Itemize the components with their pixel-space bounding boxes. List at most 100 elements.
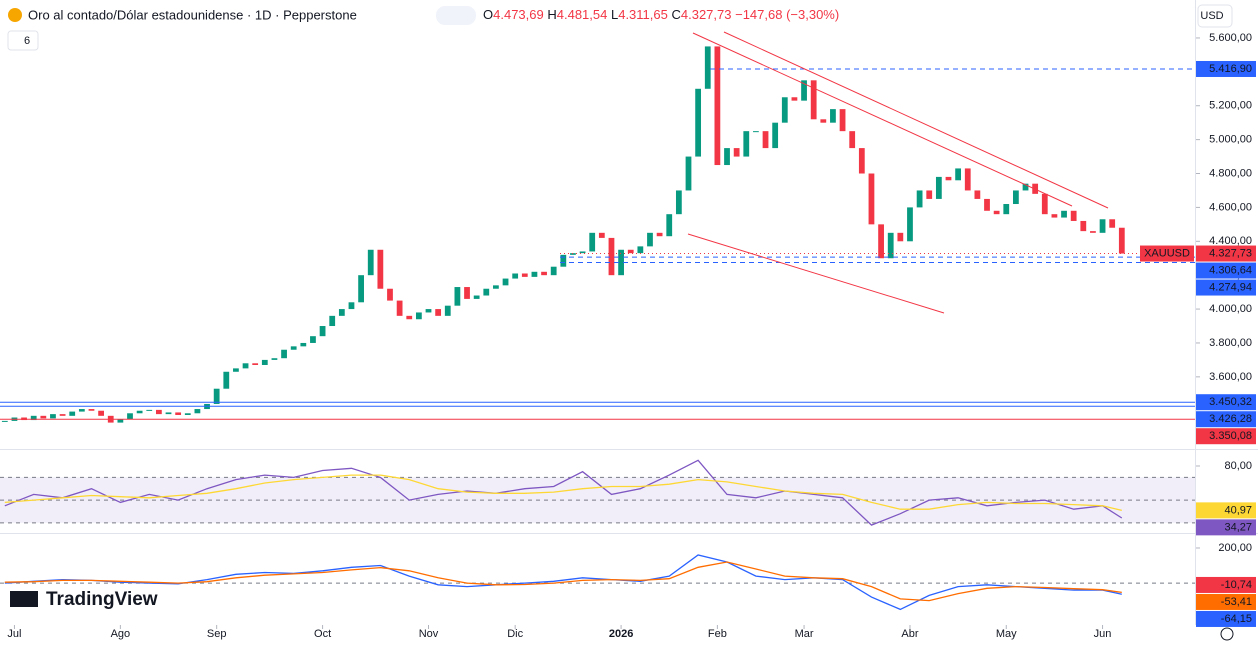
candle (213, 388, 220, 404)
y-tick-label: 4.000,00 (1209, 303, 1252, 315)
candle (733, 148, 740, 157)
candle (974, 190, 981, 199)
x-tick-label: 2026 (609, 628, 633, 640)
x-tick-label: May (996, 628, 1017, 640)
candle (762, 131, 769, 149)
ohlc-key: H (547, 7, 556, 22)
candle (30, 415, 37, 421)
candle (387, 288, 393, 301)
candle (194, 409, 201, 414)
candle (993, 210, 1000, 215)
candle (878, 224, 884, 259)
price-level-label: 4.306,64 (1209, 264, 1252, 276)
candle (810, 80, 817, 120)
candle (830, 109, 836, 123)
indicator-line (4, 474, 1122, 512)
price-level-label-bg (1196, 411, 1256, 428)
candle (300, 342, 307, 347)
candle (984, 198, 990, 211)
y-tick-label: 3.800,00 (1209, 337, 1252, 349)
candle (40, 415, 47, 419)
candle (512, 273, 519, 279)
candle (223, 371, 230, 389)
candle (406, 315, 413, 320)
candle (444, 305, 451, 316)
y-tick-label: 4.600,00 (1209, 201, 1252, 213)
indicator-value-label-bg (1196, 593, 1256, 610)
candle (348, 302, 355, 310)
settings[interactable] (1220, 627, 1234, 641)
candle (541, 271, 547, 276)
candle (252, 363, 259, 365)
candle (579, 251, 586, 254)
candle (743, 131, 750, 157)
indicator-line (4, 561, 1122, 602)
candle (454, 287, 461, 306)
indicator-value-label: 40,97 (1224, 504, 1252, 516)
ohlc-key: L (611, 7, 618, 22)
candle (858, 148, 865, 174)
ohlc: O4.473,69 H4.481,54 L4.311,65 C4.327,73 … (483, 7, 839, 22)
y-tick-label: 200,00 (1218, 542, 1252, 554)
x-tick-label: Sep (207, 628, 227, 640)
candle (136, 410, 143, 414)
candle (531, 271, 538, 277)
candle (1090, 231, 1096, 233)
y-tick-label: 80,00 (1224, 460, 1252, 472)
candle (310, 336, 316, 343)
candle (261, 359, 268, 365)
y-tick-label: 4.400,00 (1209, 235, 1252, 247)
candle (753, 131, 759, 133)
x-tick-label: Oct (314, 628, 331, 640)
candle (897, 232, 904, 242)
candle (242, 363, 249, 369)
candle (396, 300, 403, 316)
candle (1118, 227, 1125, 254)
candle (608, 237, 615, 276)
symbol-title: Oro al contado/Dólar estadounidense · 1D… (28, 7, 357, 22)
candle (464, 287, 470, 299)
candle (1041, 193, 1048, 215)
change: −147,68 (−3,30%) (735, 7, 839, 22)
price-level-label-bg (1196, 60, 1256, 77)
candle (1099, 219, 1106, 233)
price-level-label: 4.327,73 (1209, 247, 1252, 259)
x-tick-label: Jul (7, 628, 21, 640)
y-tick-label: 3.600,00 (1209, 371, 1252, 383)
candle (1022, 183, 1029, 191)
trend-line (687, 233, 945, 314)
symbol-tag-bg (1140, 245, 1194, 262)
price-level-label: 4.274,94 (1209, 281, 1252, 293)
candle (1003, 204, 1010, 215)
ohlc-value: 4.311,65 (618, 7, 668, 22)
candle (1080, 220, 1087, 232)
symbol-icon (8, 8, 22, 22)
currency-button[interactable] (1197, 4, 1233, 28)
candle (483, 288, 490, 296)
x-tick-label: Nov (419, 628, 439, 640)
candle (695, 88, 702, 157)
plot (0, 46, 1195, 611)
candle (88, 409, 95, 411)
indicators-toggle[interactable] (7, 30, 39, 51)
ohlc-value: 4.327,73 (681, 7, 732, 22)
candle (791, 97, 798, 101)
x-tick-label: Abr (901, 628, 918, 640)
candle (801, 80, 807, 101)
price-level-label-bg (1196, 262, 1256, 279)
candle (435, 309, 442, 316)
indicator-value-label-bg (1196, 502, 1256, 519)
candle (887, 232, 894, 259)
y-tick-label: 5.200,00 (1209, 100, 1252, 112)
compare-button[interactable] (436, 6, 476, 25)
candle (1051, 214, 1058, 218)
candle (367, 249, 374, 276)
y-tick-label: 4.800,00 (1209, 167, 1252, 179)
price-level-label: 5.416,90 (1209, 63, 1252, 75)
ohlc-value: 4.481,54 (557, 7, 608, 22)
ohlc-key: O (483, 7, 493, 22)
candle (714, 46, 721, 166)
candle (647, 232, 653, 247)
candle (127, 413, 133, 420)
